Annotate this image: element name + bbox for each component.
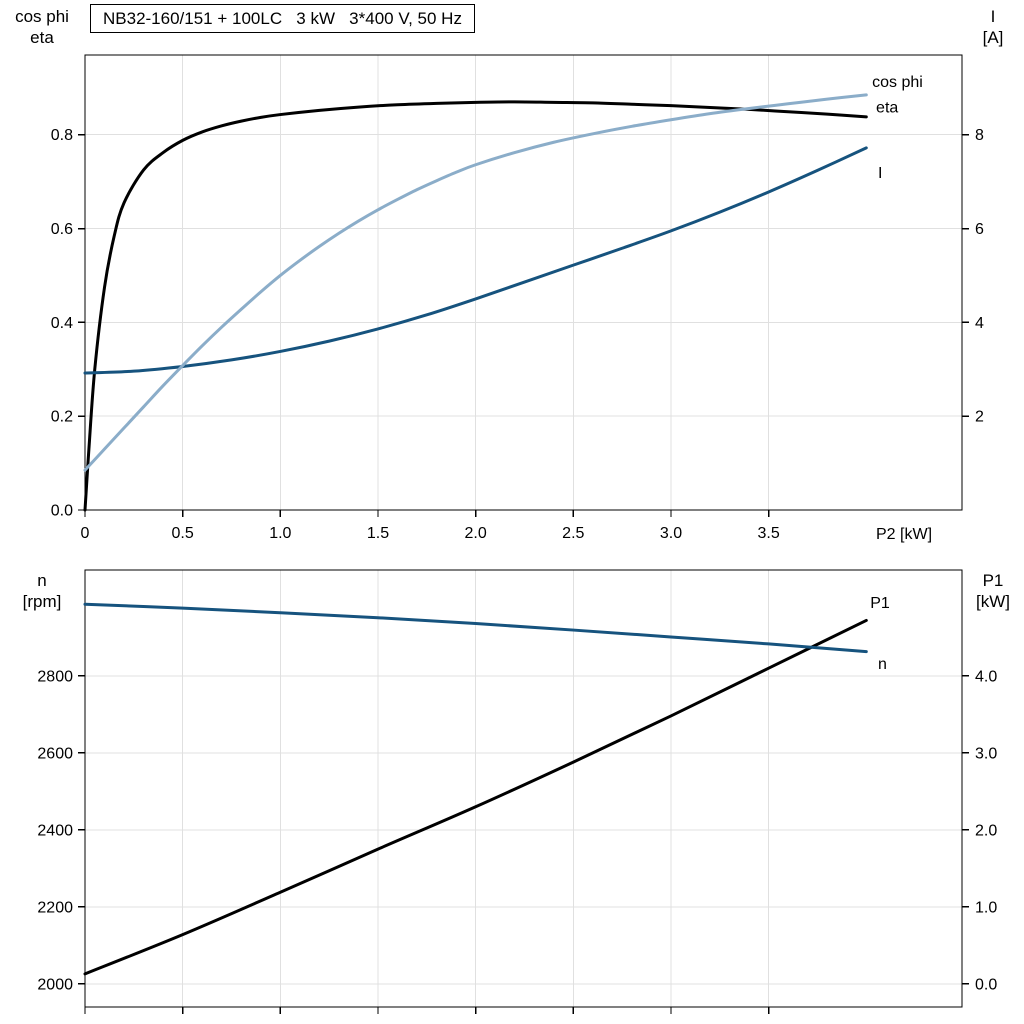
curve-cos-phi [83,93,868,472]
title-box: NB32-160/151 + 100LC 3 kW 3*400 V, 50 Hz [90,4,475,33]
x-tick-label: 3.0 [660,525,682,542]
right-axis-name-line2: [A] [982,28,1004,47]
left-axis-name-line1: cos phi [15,7,69,26]
left-axis-name-line2: [rpm] [22,592,62,611]
curve-eta [83,100,868,512]
top-right-axis-label: I [A] [962,6,1024,48]
curve-label-n: n [878,656,887,673]
left-tick-label: 0.6 [51,221,73,238]
right-tick-label: 8 [975,127,984,144]
left-tick-label: 2000 [37,976,73,993]
right-tick-label: 1.0 [975,899,997,916]
chart-electrical: 0.0 0.2 0.4 0.6 0.8 2 4 6 8 0 0.5 1.0 1.5 2.0 2.5 3.0 3.… [51,54,984,542]
left-tick-label: 0.2 [51,409,73,426]
x-tick-label: 3.5 [758,525,780,542]
plot-frame [84,54,963,511]
left-tick-label: 2600 [37,745,73,762]
curve-label-I: I [878,165,882,182]
left-tick-label: 2800 [37,668,73,685]
chart-speed-power: 2000 2200 2400 2600 2800 0.0 1.0 2.0 3.0 4.0 P1 n [37,569,997,1014]
right-axis-name-line1: I [990,7,996,26]
x-axis-label: P2 [kW] [876,526,933,543]
curve-P1 [83,618,868,976]
x-tick-label: 0.5 [172,525,194,542]
bottom-right-axis-label: P1 [kW] [962,570,1024,612]
curve-label-P1: P1 [870,595,890,612]
right-tick-label: 4 [975,315,984,332]
right-tick-label: 0.0 [975,976,997,993]
right-tick-label: 4.0 [975,668,997,685]
left-tick-label: 2200 [37,899,73,916]
left-axis-name-line1: n [37,571,47,590]
plot-frame [84,569,963,1008]
x-tick-label: 2.5 [562,525,584,542]
top-left-axis-label: cos phi eta [0,6,84,48]
right-tick-label: 6 [975,221,984,238]
left-tick-label: 2400 [37,822,73,839]
right-tick-label: 2.0 [975,822,997,839]
right-tick-label: 2 [975,409,984,426]
x-tick-label: 1.0 [269,525,291,542]
x-tick-label: 2.0 [465,525,487,542]
right-axis-name-line2: [kW] [976,592,1010,611]
left-tick-label: 0.8 [51,127,73,144]
right-tick-label: 3.0 [975,745,997,762]
curve-label-eta: eta [876,100,898,117]
curve-label-cos-phi: cos phi [872,74,923,91]
curve-I [83,146,868,375]
bottom-left-axis-label: n [rpm] [0,570,84,612]
left-tick-label: 0.0 [51,503,73,520]
left-tick-label: 0.4 [51,315,73,332]
curve-n [83,602,868,654]
x-tick-label: 0 [81,525,90,542]
x-tick-label: 1.5 [367,525,389,542]
left-axis-name-line2: eta [30,28,54,47]
right-axis-name-line1: P1 [982,571,1004,590]
